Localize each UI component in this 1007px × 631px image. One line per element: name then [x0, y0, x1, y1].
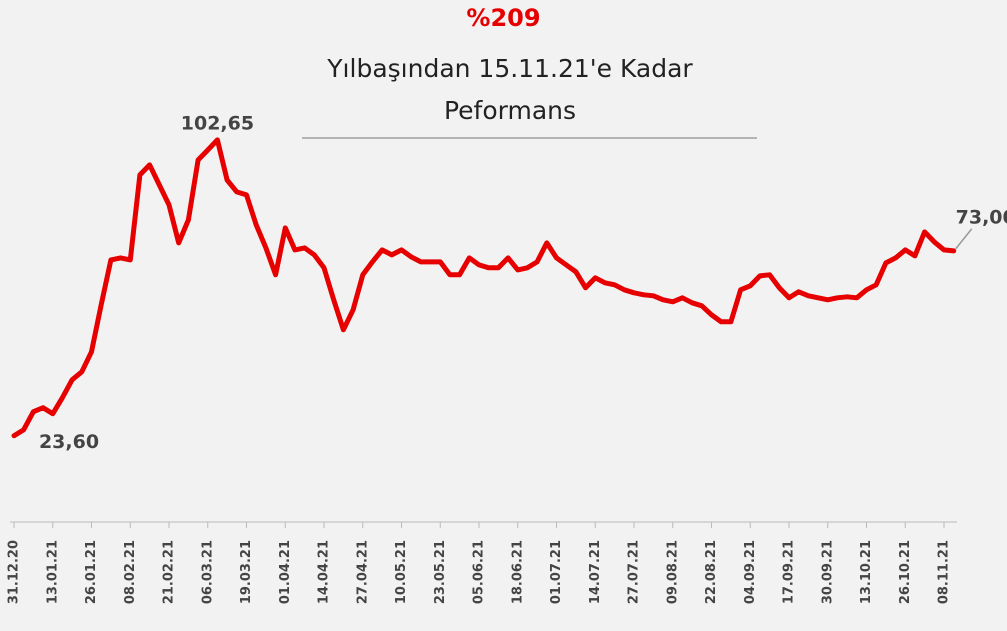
chart-title: %209 [466, 4, 541, 32]
x-tick-label: 30.09.21 [820, 540, 835, 604]
x-tick-label: 14.07.21 [588, 540, 603, 604]
x-tick-label: 19.03.21 [239, 540, 254, 604]
data-label: 102,65 [181, 112, 254, 134]
x-tick-label: 31.12.20 [7, 540, 22, 604]
x-tick-label: 10.05.21 [394, 540, 409, 604]
x-tick-label: 27.07.21 [627, 540, 642, 604]
x-tick-label: 01.07.21 [549, 540, 564, 604]
x-tick-label: 01.04.21 [278, 540, 293, 604]
x-tick-label: 08.02.21 [123, 540, 138, 604]
x-tick-label: 18.06.21 [510, 540, 525, 604]
x-tick-label: 14.04.21 [317, 540, 332, 604]
x-tick-label: 22.08.21 [704, 540, 719, 604]
x-tick-label: 26.10.21 [898, 540, 913, 604]
x-tick-label: 04.09.21 [743, 540, 758, 604]
x-tick-label: 17.09.21 [782, 540, 797, 604]
chart-subtitle: Yılbaşından 15.11.21'e Kadar Peformans [327, 54, 693, 125]
leader-line [955, 228, 973, 250]
data-label: 73,00 [956, 206, 1007, 228]
x-tick-label: 05.06.21 [472, 540, 487, 604]
x-tick-label: 26.01.21 [84, 540, 99, 604]
x-tick-label: 21.02.21 [162, 540, 177, 604]
x-tick-label: 23.05.21 [433, 540, 448, 604]
x-tick-label: 09.08.21 [665, 540, 680, 604]
x-tick-label: 08.11.21 [937, 540, 952, 604]
x-tick-label: 13.10.21 [859, 540, 874, 604]
x-tick-label: 27.04.21 [355, 540, 370, 604]
x-tick-label: 13.01.21 [45, 540, 60, 604]
x-tick-label: 06.03.21 [200, 540, 215, 604]
line-series [11, 137, 957, 439]
data-label: 23,60 [39, 431, 99, 453]
